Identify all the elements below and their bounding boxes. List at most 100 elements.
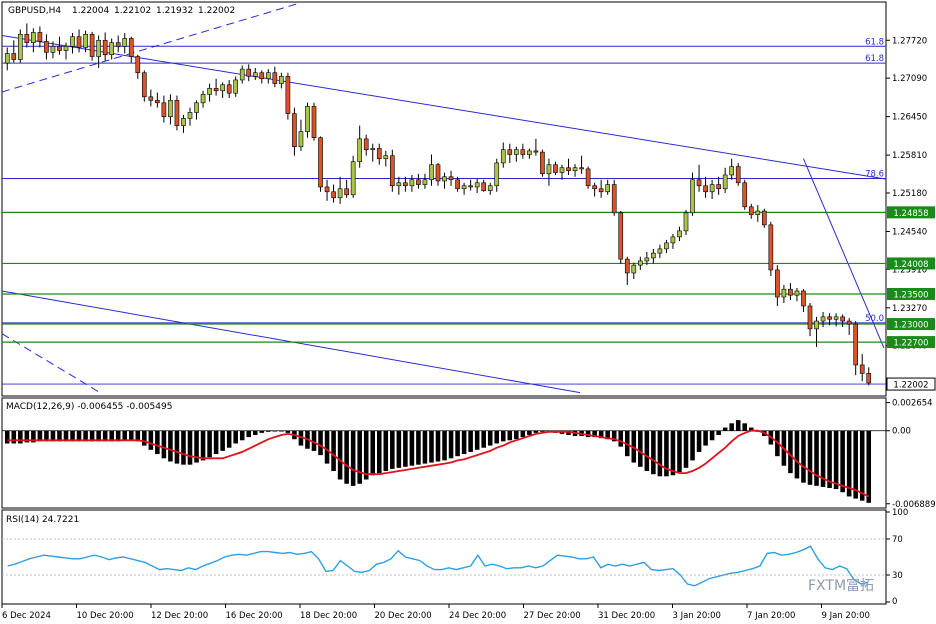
bear-candle	[742, 182, 748, 208]
bull-candle	[500, 149, 506, 164]
bull-candle	[109, 42, 115, 56]
macd-histogram-bar	[735, 420, 741, 431]
macd-histogram-bar	[337, 430, 343, 480]
bear-candle	[618, 212, 624, 260]
bear-candle	[403, 182, 408, 187]
x-tick-label: 20 Dec 20:00	[375, 611, 432, 621]
macd-histogram-bar	[722, 427, 728, 431]
bull-candle	[187, 112, 193, 119]
bull-candle	[337, 188, 343, 199]
bull-candle	[722, 174, 728, 190]
macd-histogram-bar	[96, 430, 101, 442]
fib-level-label: 61.8	[865, 54, 884, 64]
macd-histogram-bar	[487, 430, 493, 446]
macd-histogram-bar	[57, 430, 62, 442]
bear-candle	[748, 206, 754, 215]
macd-histogram-bar	[370, 430, 376, 476]
main-y-tick-label: 1.24540	[892, 227, 927, 237]
bull-candle	[50, 45, 56, 53]
x-tick-label: 3 Jan 20:00	[673, 611, 721, 621]
macd-histogram-bar	[827, 430, 832, 488]
x-tick-label: 16 Dec 20:00	[226, 611, 283, 621]
bull-candle	[605, 184, 611, 193]
macd-histogram-bar	[729, 423, 734, 431]
bull-candle	[657, 248, 663, 254]
macd-histogram-bar	[357, 430, 362, 484]
macd-histogram-bar	[376, 430, 382, 474]
bull-candle	[487, 185, 493, 191]
bull-candle	[755, 210, 761, 215]
bull-candle	[677, 230, 682, 238]
macd-histogram-bar	[128, 430, 134, 441]
macd-histogram-bar	[200, 430, 206, 461]
macd-histogram-bar	[50, 430, 56, 442]
bull-candle	[298, 131, 304, 147]
support-level-label: 1.23000	[893, 321, 928, 331]
bear-candle	[807, 305, 813, 330]
bull-candle	[305, 106, 310, 132]
bull-candle	[17, 33, 23, 60]
macd-histogram-bar	[161, 430, 167, 459]
bull-candle	[70, 36, 75, 47]
macd-histogram-bar	[311, 430, 317, 451]
macd-histogram-bar	[344, 430, 349, 484]
macd-histogram-bar	[76, 430, 82, 442]
bear-candle	[598, 188, 604, 193]
bear-candle	[507, 149, 513, 155]
bull-candle	[207, 88, 212, 95]
macd-histogram-bar	[115, 430, 121, 442]
bull-candle	[664, 242, 669, 250]
macd-histogram-bar	[390, 430, 395, 469]
bull-candle	[63, 45, 69, 51]
rsi-title: RSI(14) 24.7221	[6, 515, 79, 525]
bull-candle	[350, 161, 356, 196]
macd-histogram-bar	[194, 430, 199, 463]
macd-histogram-bar	[70, 430, 75, 442]
bear-candle	[827, 316, 832, 320]
bull-candle	[396, 182, 402, 187]
macd-histogram-bar	[540, 430, 545, 432]
macd-histogram-bar	[31, 430, 36, 443]
bull-candle	[168, 100, 173, 117]
macd-histogram-bar	[396, 430, 402, 468]
macd-histogram-bar	[859, 430, 865, 501]
macd-histogram-bar	[142, 430, 147, 446]
macd-histogram-bar	[716, 430, 721, 435]
current-price-label: 1.22002	[893, 381, 928, 391]
bull-candle	[357, 138, 363, 163]
macd-histogram-bar	[11, 430, 17, 444]
macd-histogram-bar	[683, 430, 689, 468]
main-y-tick-label: 1.23910	[892, 265, 927, 275]
x-tick-label: 7 Jan 20:00	[747, 611, 795, 621]
bear-candle	[592, 185, 597, 190]
macd-histogram-bar	[748, 427, 754, 431]
bear-candle	[703, 185, 708, 193]
macd-histogram-bar	[500, 430, 506, 442]
fib-retracement-line	[803, 158, 885, 349]
bear-candle	[553, 164, 558, 173]
bull-candle	[794, 290, 800, 296]
bull-candle	[461, 185, 467, 190]
bull-candle	[200, 94, 206, 104]
macd-histogram-bar	[468, 430, 473, 452]
macd-histogram-bar	[24, 430, 30, 443]
bear-candle	[448, 176, 454, 181]
macd-histogram-bar	[4, 430, 10, 444]
x-tick-label: 12 Dec 20:00	[151, 611, 208, 621]
channel-line-dashed-lower	[1, 333, 101, 394]
macd-histogram-bar	[448, 430, 454, 459]
bull-candle	[429, 164, 434, 181]
rsi-y-tick-label: 70	[892, 535, 903, 545]
bear-candle	[481, 182, 487, 191]
bull-candle	[409, 179, 415, 187]
bull-candle	[96, 39, 101, 57]
bear-candle	[585, 168, 591, 187]
bear-candle	[611, 184, 617, 214]
bull-candle	[494, 162, 500, 187]
macd-histogram-bar	[298, 430, 304, 446]
support-level-label: 1.24858	[893, 209, 928, 219]
macd-histogram-bar	[527, 430, 532, 435]
macd-histogram-bar	[272, 430, 278, 432]
bull-candle	[474, 182, 480, 188]
bear-candle	[859, 364, 865, 374]
